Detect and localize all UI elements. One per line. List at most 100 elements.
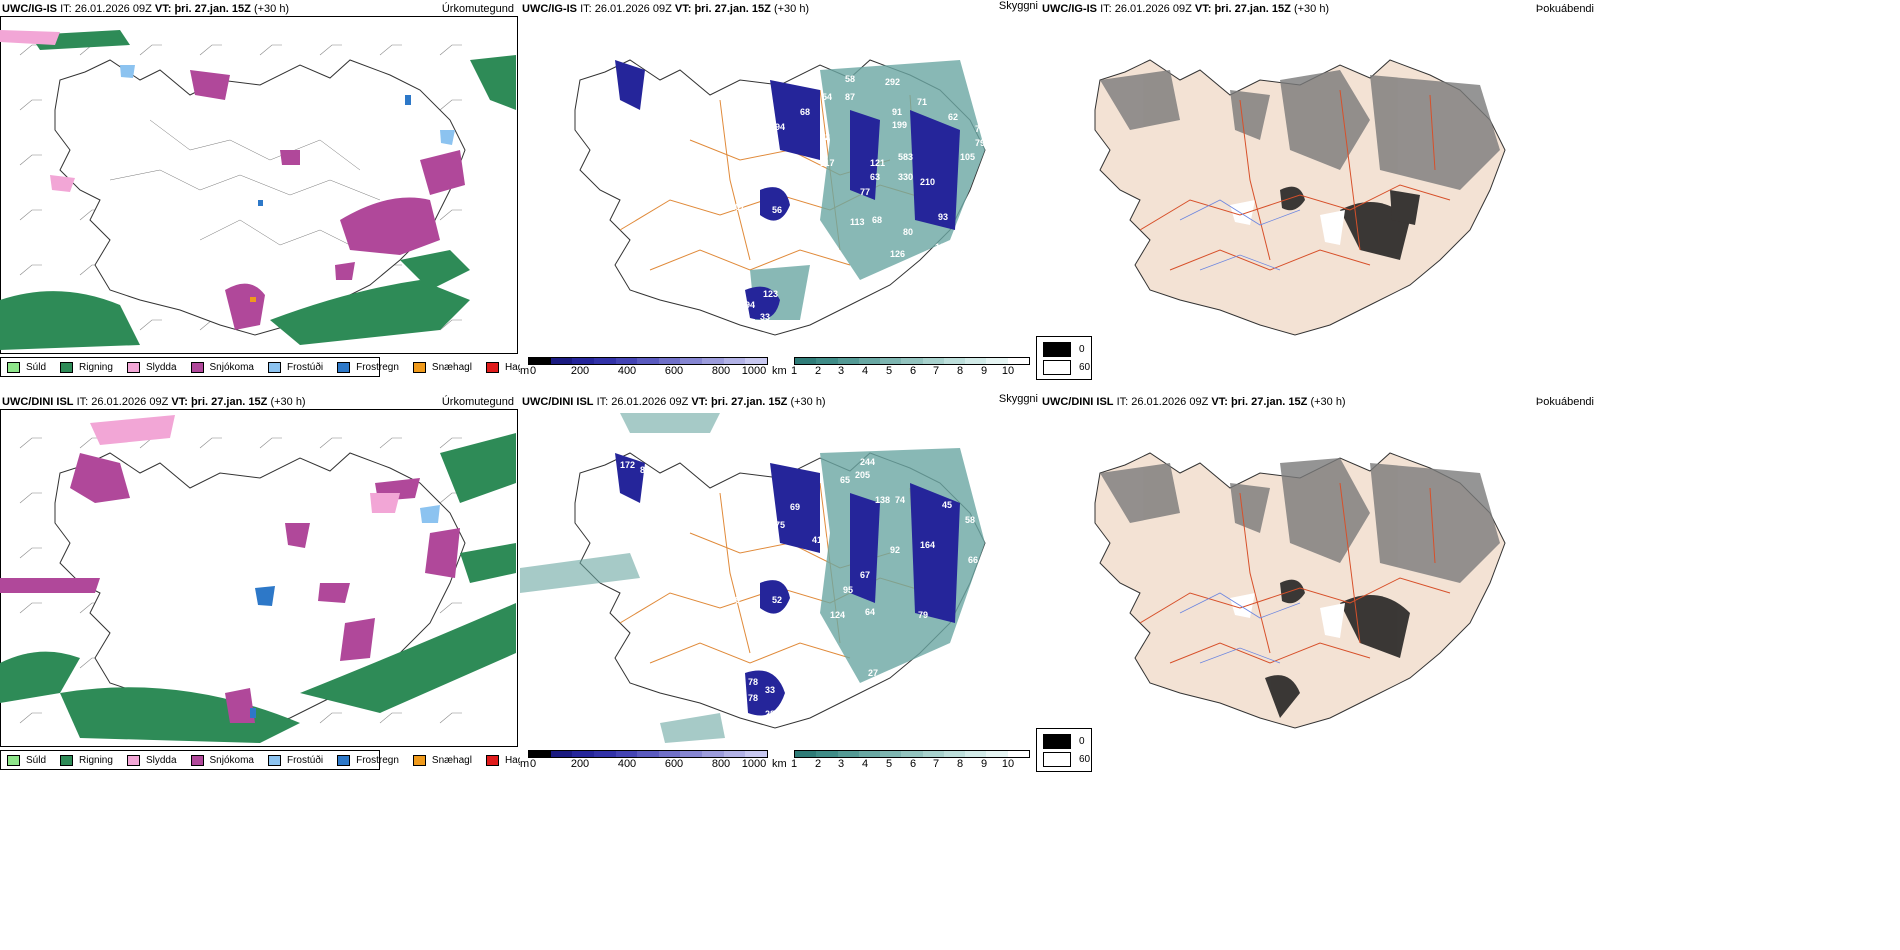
cloudbase-value: 99 xyxy=(730,595,740,605)
legend-item: Haglél xyxy=(485,754,520,766)
colorbar-cells xyxy=(528,357,768,365)
colorbar-unit: m xyxy=(520,365,530,377)
cloudbase-value: 78 xyxy=(748,693,758,703)
fog-panel-bottom: UWC/DINI ISL IT: 26.01.2026 09Z VT: þri.… xyxy=(1040,393,1600,783)
cloudbase-numbers: 58 87 94 68 54 82 117 121 292 91 199 71 … xyxy=(730,74,985,322)
fog-legend-row: 0 xyxy=(1043,734,1085,749)
fog-legend-row: 0 xyxy=(1043,342,1085,357)
cloud-map: 172 80 65 244 205 138 74 45 58 75 69 419… xyxy=(520,413,986,743)
cloudbase-value: 63 xyxy=(870,172,880,182)
cloudbase-value: 77 xyxy=(860,187,870,197)
legend-swatch xyxy=(412,361,426,373)
legend-item: Rigning xyxy=(60,754,113,766)
cloudbase-value: 210 xyxy=(920,177,935,187)
cloudbase-value: 124 xyxy=(830,610,845,620)
legend-swatch xyxy=(190,754,204,766)
legend-item: Haglél xyxy=(485,361,520,373)
visibility-colorbar: km 1 2 3 4 5 6 7 8 9 10 xyxy=(772,750,1032,780)
cloudbase-value: 138 xyxy=(875,495,890,505)
cloudbase-value: 33 xyxy=(760,312,770,322)
cloudbase-value: 62 xyxy=(948,112,958,122)
legend-item: Snæhagl xyxy=(412,754,472,766)
legend-item: Rigning xyxy=(60,361,113,373)
cloudbase-value: 205 xyxy=(855,470,870,480)
cloudbase-value: 91 xyxy=(892,107,902,117)
cloudbase-value: 80 xyxy=(640,465,650,475)
variable-label: Úrkomutegund xyxy=(441,3,514,15)
fog-legend-row: 60 xyxy=(1043,360,1090,375)
cloudbase-value: 69 xyxy=(790,502,800,512)
cloudbase-value: 27 xyxy=(868,668,878,678)
legend-item: Frostúði xyxy=(267,361,323,373)
cloudbase-value: 107 xyxy=(730,202,745,212)
visibility-colorbar: km 1 2 3 4 5 6 7 8 9 10 xyxy=(772,357,1032,387)
legend-swatch xyxy=(60,361,74,373)
cloudbase-value: 80 xyxy=(903,227,913,237)
cloudbase-value: 419 xyxy=(812,535,827,545)
panel-title: UWC/IG-IS IT: 26.01.2026 09Z VT: þri. 27… xyxy=(2,3,290,15)
cloudbase-value: 117 xyxy=(820,158,835,168)
cloudbase-value: 52 xyxy=(772,595,782,605)
cloudbase-value: 68 xyxy=(872,215,882,225)
panel-title: UWC/IG-IS IT: 26.01.2026 09Z VT: þri. 27… xyxy=(1042,3,1330,15)
colorbar-unit: km xyxy=(772,758,787,770)
colorbar-cells xyxy=(794,357,1030,365)
cloudbase-value: 92 xyxy=(890,545,900,555)
cloudbase-value: 82 xyxy=(820,132,830,142)
precip-panel-top: UWC/IG-IS IT: 26.01.2026 09Z VT: þri. 27… xyxy=(0,0,520,390)
cloudbase-value: 199 xyxy=(892,120,907,130)
precip-map xyxy=(0,415,516,743)
cloud-panel-bottom: UWC/DINI ISL IT: 26.01.2026 09Z VT: þri.… xyxy=(520,393,1040,783)
panel-title: UWC/DINI ISL IT: 26.01.2026 09Z VT: þri.… xyxy=(2,396,306,408)
fog-legend-top: 0 60 xyxy=(1036,336,1092,380)
cloudbase-value: 28 xyxy=(765,709,775,719)
legend-item: Snæhagl xyxy=(412,361,472,373)
cloudbase-value: 58 xyxy=(965,515,975,525)
cloudbase-value: 292 xyxy=(885,77,900,87)
panel-title: UWC/DINI ISL IT: 26.01.2026 09Z VT: þri.… xyxy=(1042,396,1346,408)
cloudbase-colorbar: m 0 200 400 600 800 1000 xyxy=(520,750,770,780)
cloudbase-value: 75 xyxy=(775,520,785,530)
cloudbase-value: 66 xyxy=(968,555,978,565)
cloudbase-value: 56 xyxy=(772,205,782,215)
cloudbase-value: 79 xyxy=(918,610,928,620)
panel-title: UWC/DINI ISL IT: 26.01.2026 09Z VT: þri.… xyxy=(522,396,826,408)
colorbar-unit: km xyxy=(772,365,787,377)
cloudbase-value: 95 xyxy=(843,585,853,595)
cloudbase-value: 65 xyxy=(840,475,850,485)
legend-item: Frostregn xyxy=(337,754,399,766)
precip-map xyxy=(0,30,516,350)
cloudbase-value: 126 xyxy=(890,249,905,259)
cloudbase-value: 33 xyxy=(765,685,775,695)
colorbar-ticks: 1 2 3 4 5 6 7 8 9 10 xyxy=(790,365,1015,377)
cloudbase-value: 68 xyxy=(800,107,810,117)
cloudbase-value: 93 xyxy=(938,212,948,222)
cloudbase-value: 87 xyxy=(845,92,855,102)
legend-swatch xyxy=(412,754,426,766)
legend-swatch xyxy=(337,754,351,766)
colorbar-cells xyxy=(794,750,1030,758)
cloudbase-value: 583 xyxy=(898,152,913,162)
fog-panel-top: UWC/IG-IS IT: 26.01.2026 09Z VT: þri. 27… xyxy=(1040,0,1600,390)
legend-swatch xyxy=(485,754,499,766)
variable-label: Þokuábendi xyxy=(1535,3,1594,15)
precip-legend: Súld Rigning Slydda Snjókoma Frostúði Fr… xyxy=(0,357,520,377)
cloudbase-value: 78 xyxy=(748,677,758,687)
legend-swatch xyxy=(267,361,281,373)
cloudbase-value: 54 xyxy=(822,92,832,102)
legend-swatch xyxy=(126,361,140,373)
cloudbase-value: 64 xyxy=(865,607,875,617)
fog-map xyxy=(1094,452,1506,729)
legend-swatch xyxy=(337,361,351,373)
colorbar-cells xyxy=(528,750,768,758)
cloudbase-value: 123 xyxy=(763,289,778,299)
cloudbase-value: 330 xyxy=(898,172,913,182)
legend-swatch xyxy=(60,754,74,766)
cloudbase-value: 121 xyxy=(870,158,885,168)
cloudbase-value: 58 xyxy=(845,74,855,84)
map-frame xyxy=(0,16,518,354)
legend-item: Snjókoma xyxy=(190,754,254,766)
precip-panel-bottom: UWC/DINI ISL IT: 26.01.2026 09Z VT: þri.… xyxy=(0,393,520,783)
cloudbase-value: 67 xyxy=(860,570,870,580)
colorbar-ticks: 0 200 400 600 800 1000 xyxy=(529,758,767,770)
